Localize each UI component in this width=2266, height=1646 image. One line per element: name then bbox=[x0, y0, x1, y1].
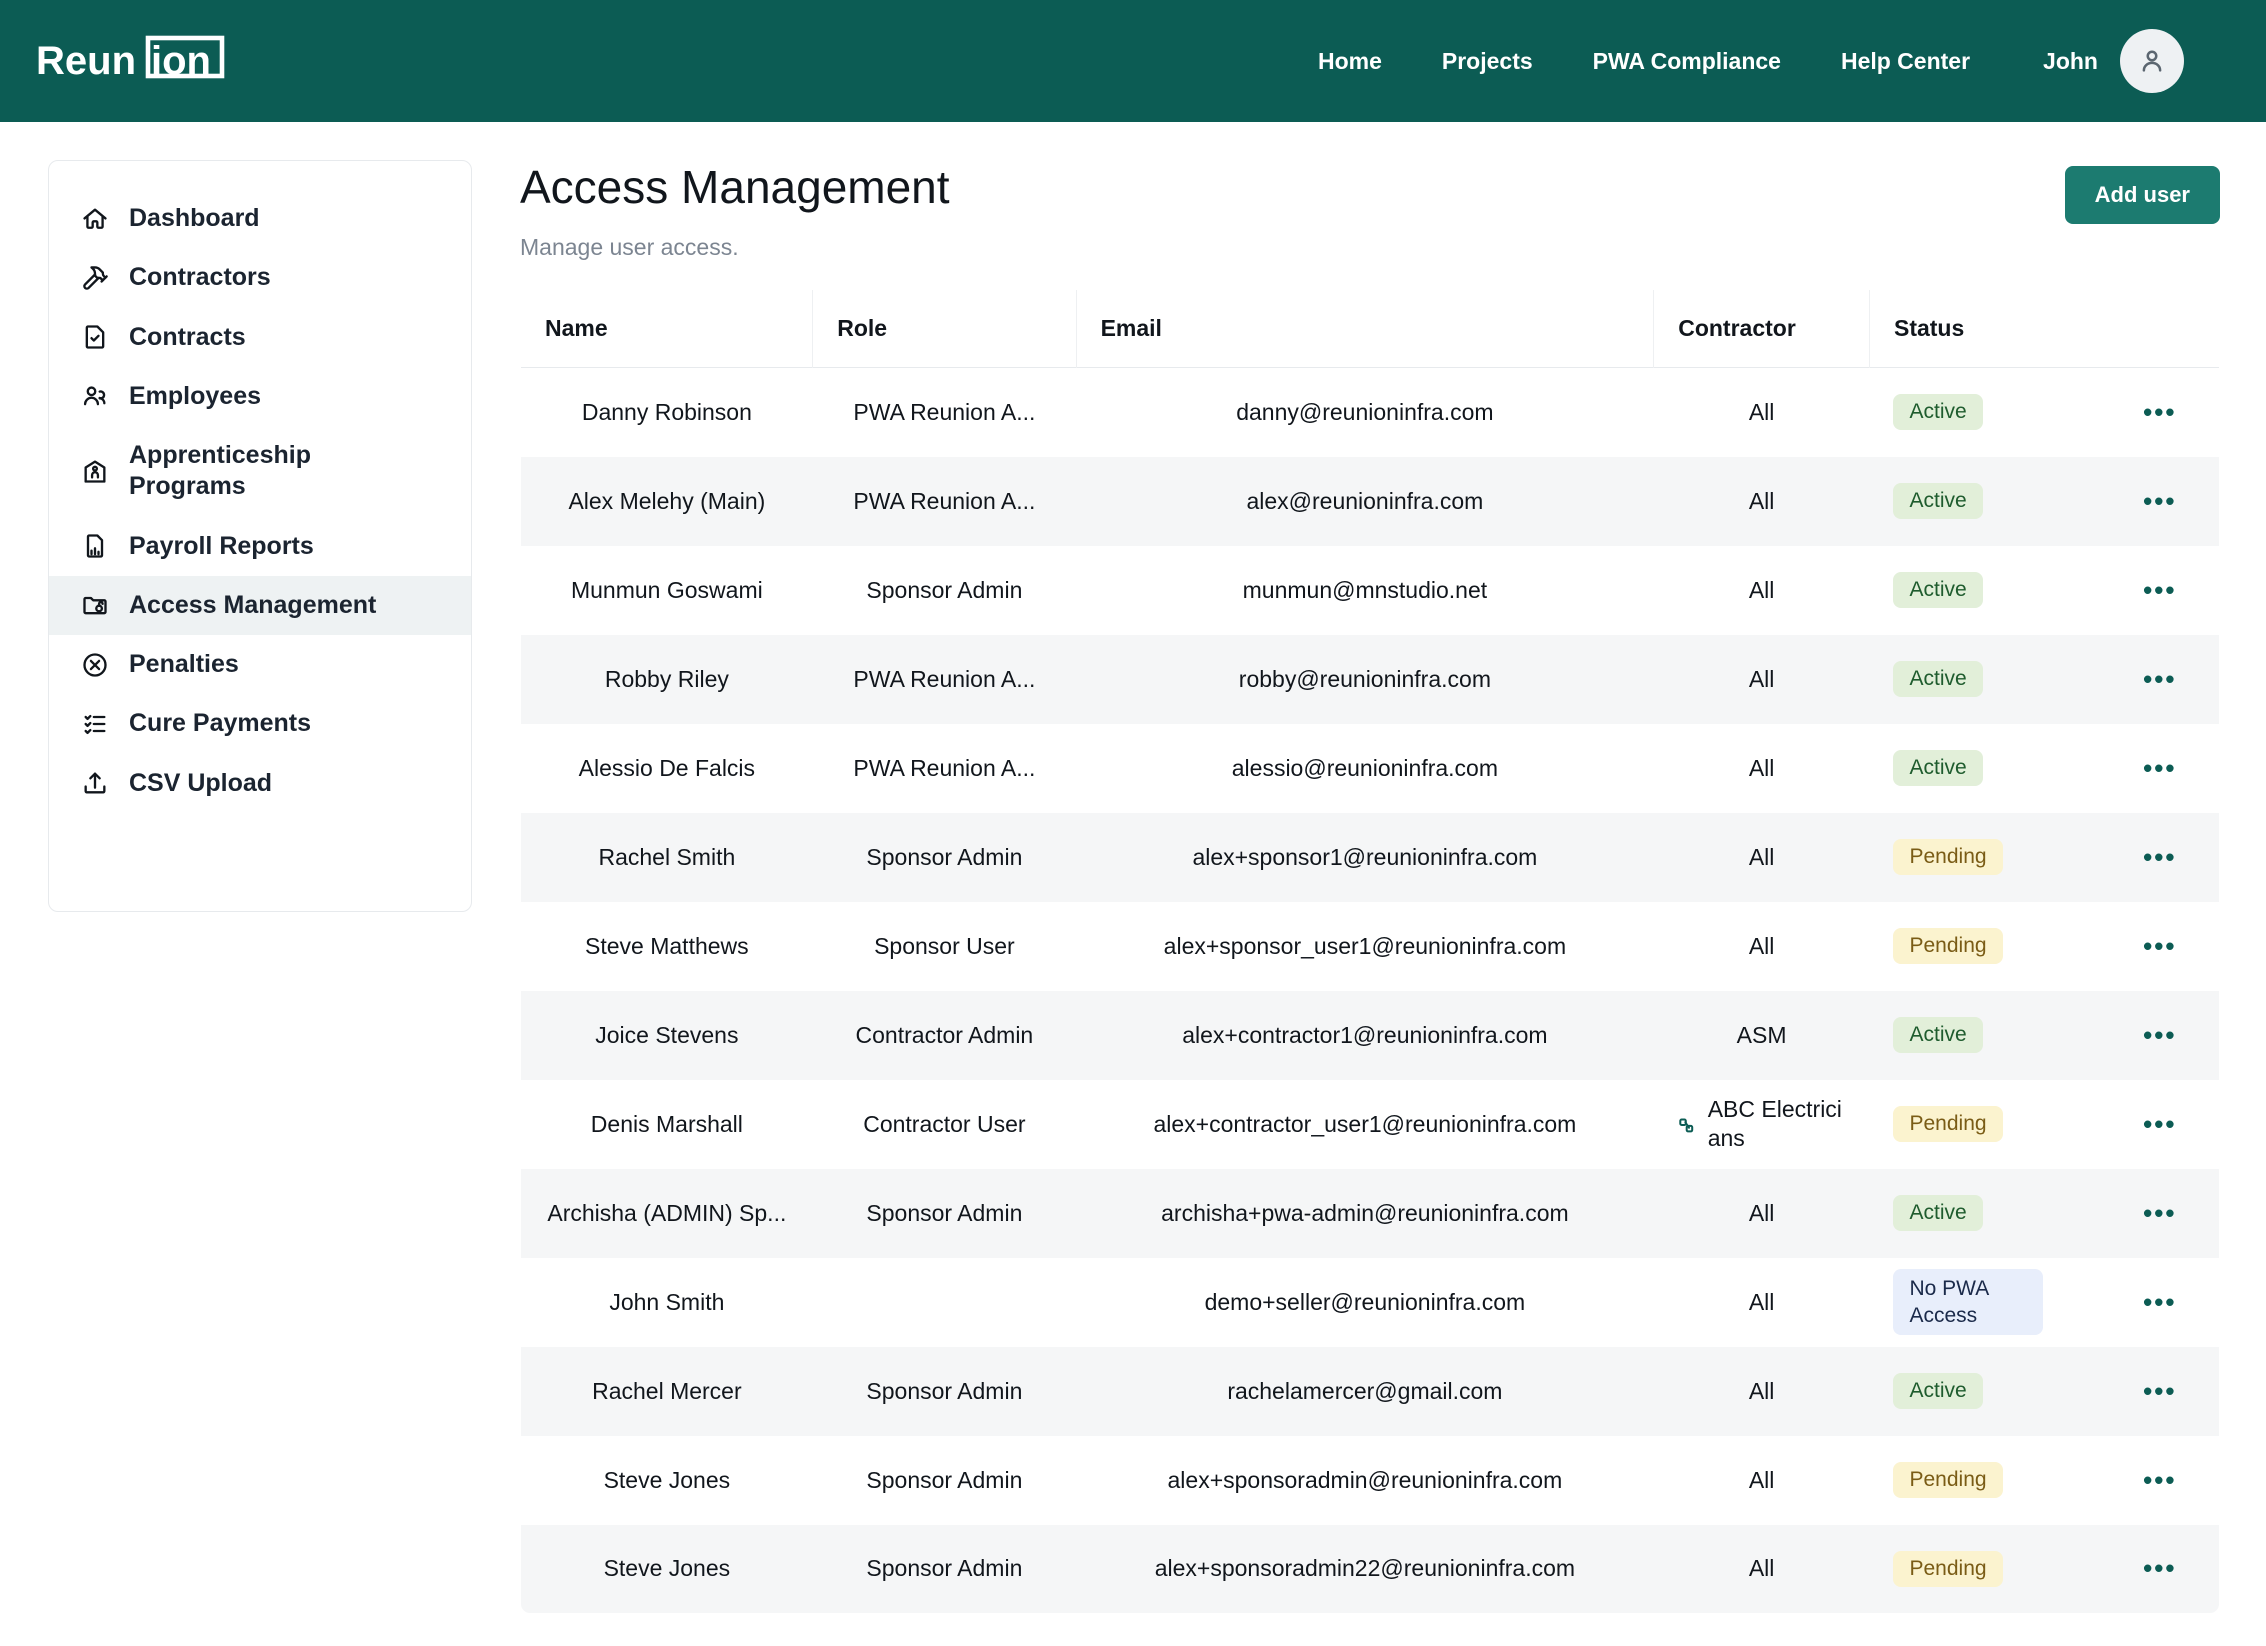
svg-text:ion: ion bbox=[151, 39, 211, 83]
svg-text:Reun: Reun bbox=[36, 39, 136, 83]
